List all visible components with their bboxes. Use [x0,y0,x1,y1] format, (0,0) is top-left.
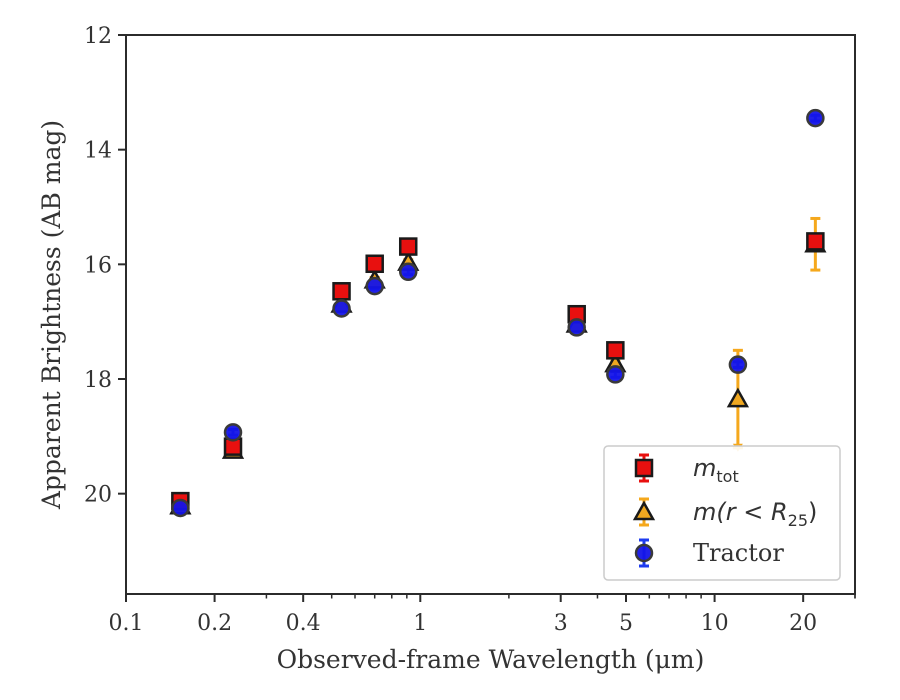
x-axis-ticks: 0.1 0.2 0.4 1 3 5 10 20 [109,594,856,636]
square-series-point [806,232,825,251]
legend: mtot m(r < R25) Tractor [603,445,841,581]
plot-frame [125,34,856,595]
x-tick-label: 1 [413,611,427,636]
x-tick-label: 3 [554,611,568,636]
square-series-point [365,254,384,274]
x-tick-label: 5 [619,611,633,636]
triangle-series-point [726,387,750,408]
legend-label: mtot [693,454,739,486]
x-tick-label: 20 [789,611,817,636]
y-tick-label: 18 [84,368,112,393]
x-tick-label: 0.2 [197,611,232,636]
circle-series-point [567,318,586,337]
circle-series-point [728,355,748,374]
x-tick-label: 10 [701,611,729,636]
legend-triangle-marker [632,500,656,521]
y-tick-label: 14 [84,139,112,164]
legend-box [603,445,841,581]
y-axis-ticks: 12 14 16 18 20 [84,24,126,508]
circle-series-point [606,365,625,384]
square-series-point [398,237,418,256]
y-axis-title: Apparent Brightness (AB mag) [37,120,66,510]
legend-label: Tractor [693,539,784,567]
data-points [169,108,827,518]
square-series-point [332,282,351,301]
circle-series-point [223,423,243,442]
circle-series-point [365,276,384,296]
circle-series-point [398,262,418,282]
legend-circle-marker [634,543,654,563]
legend-label: m(r < R25) [693,498,817,530]
y-tick-label: 12 [84,24,112,49]
x-tick-label: 0.4 [286,611,321,636]
circle-series-point [171,498,190,518]
x-axis-title: Observed-frame Wavelength (μm) [277,645,705,674]
y-tick-label: 16 [84,253,112,278]
x-tick-label: 0.1 [109,611,144,636]
circle-series-point [806,108,825,128]
square-series-point [606,341,625,360]
y-tick-label: 20 [84,483,112,508]
circle-series-point [332,299,351,318]
legend-square-marker [634,458,654,478]
